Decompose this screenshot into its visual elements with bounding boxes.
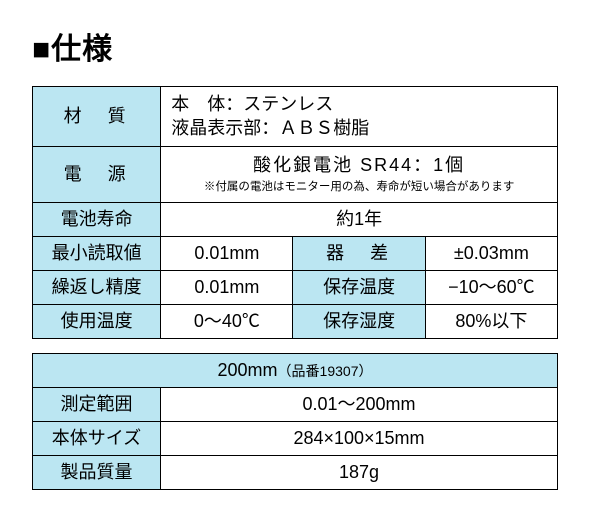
label-repeat: 繰返し精度 [33,271,161,305]
spec-table-1: 材 質 本 体：ステンレス 液晶表示部：ＡＢＳ樹脂 電 源 酸化銀電池 SR44… [32,86,558,339]
power-main: 酸化銀電池 SR44：1個 [253,155,465,175]
value-range: 0.01〜200mm [161,388,558,422]
value-storage-temp: −10〜60℃ [425,271,557,305]
material-lcd: 液晶表示部：ＡＢＳ樹脂 [171,118,369,138]
label-storage-temp: 保存温度 [293,271,425,305]
value-tolerance: ±0.03mm [425,237,557,271]
table2-header: 200mm（品番19307） [33,354,558,388]
label-power: 電 源 [33,147,161,203]
label-tolerance: 器 差 [293,237,425,271]
value-size: 284×100×15mm [161,422,558,456]
value-material: 本 体：ステンレス 液晶表示部：ＡＢＳ樹脂 [161,87,558,147]
value-storage-humidity: 80%以下 [425,305,557,339]
label-min-reading: 最小読取値 [33,237,161,271]
value-mass: 187g [161,456,558,490]
header-sub: （品番19307） [278,363,373,379]
label-range: 測定範囲 [33,388,161,422]
power-note: ※付属の電池はモニター用の為、寿命が短い場合があります [165,180,553,195]
label-use-temp: 使用温度 [33,305,161,339]
value-use-temp: 0〜40℃ [161,305,293,339]
section-title: ■仕様 [32,24,558,68]
spec-table-2: 200mm（品番19307） 測定範囲 0.01〜200mm 本体サイズ 284… [32,353,558,490]
label-mass: 製品質量 [33,456,161,490]
material-body: 本 体：ステンレス [171,94,333,114]
label-material: 材 質 [33,87,161,147]
value-battery-life: 約1年 [161,203,558,237]
value-min-reading: 0.01mm [161,237,293,271]
label-battery-life: 電池寿命 [33,203,161,237]
value-repeat: 0.01mm [161,271,293,305]
value-power: 酸化銀電池 SR44：1個 ※付属の電池はモニター用の為、寿命が短い場合がありま… [161,147,558,203]
header-main: 200mm [218,360,278,380]
label-storage-humidity: 保存湿度 [293,305,425,339]
label-size: 本体サイズ [33,422,161,456]
